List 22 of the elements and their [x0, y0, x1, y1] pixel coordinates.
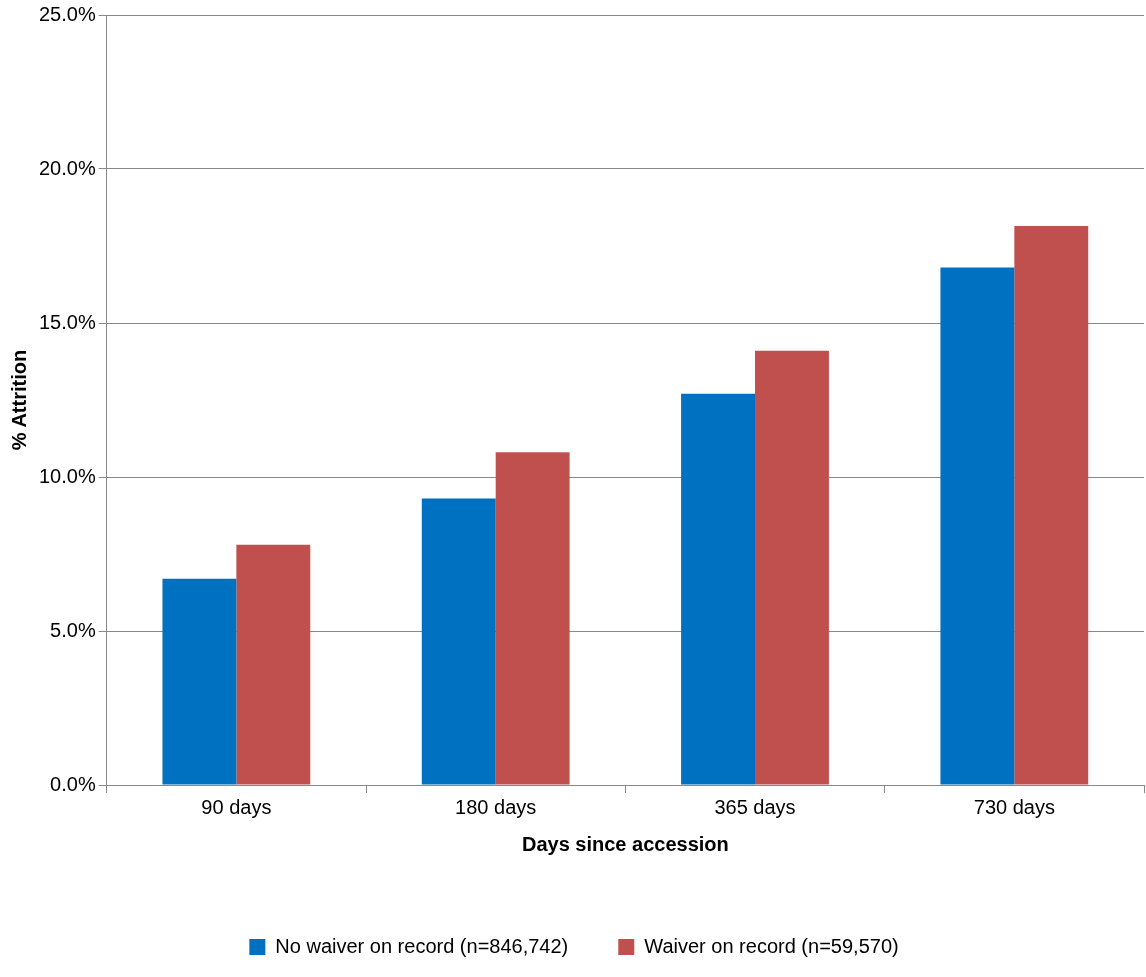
- x-tick-label: 180 days: [455, 795, 537, 818]
- bar: [495, 452, 570, 785]
- bar: [236, 544, 311, 785]
- legend-label: No waiver on record (n=846,742): [275, 934, 569, 957]
- bar: [681, 393, 756, 785]
- x-tick-label: 365 days: [714, 795, 796, 818]
- bar: [1014, 225, 1089, 785]
- x-tick-label: 730 days: [973, 795, 1055, 818]
- bar: [755, 350, 829, 785]
- y-tick-label: 25.0%: [38, 2, 96, 25]
- y-tick-label: 0.0%: [50, 772, 96, 795]
- x-axis-title: Days since accession: [521, 832, 729, 855]
- y-tick-label: 20.0%: [38, 156, 96, 179]
- legend-label: Waiver on record (n=59,570): [644, 934, 899, 957]
- y-axis-title: % Attrition: [7, 349, 30, 451]
- y-tick-label: 15.0%: [38, 310, 96, 333]
- bar: [162, 578, 237, 785]
- bar: [940, 267, 1015, 785]
- bar: [421, 498, 496, 785]
- x-tick-label: 90 days: [201, 795, 272, 818]
- y-tick-label: 5.0%: [50, 618, 96, 641]
- y-tick-label: 10.0%: [38, 464, 96, 487]
